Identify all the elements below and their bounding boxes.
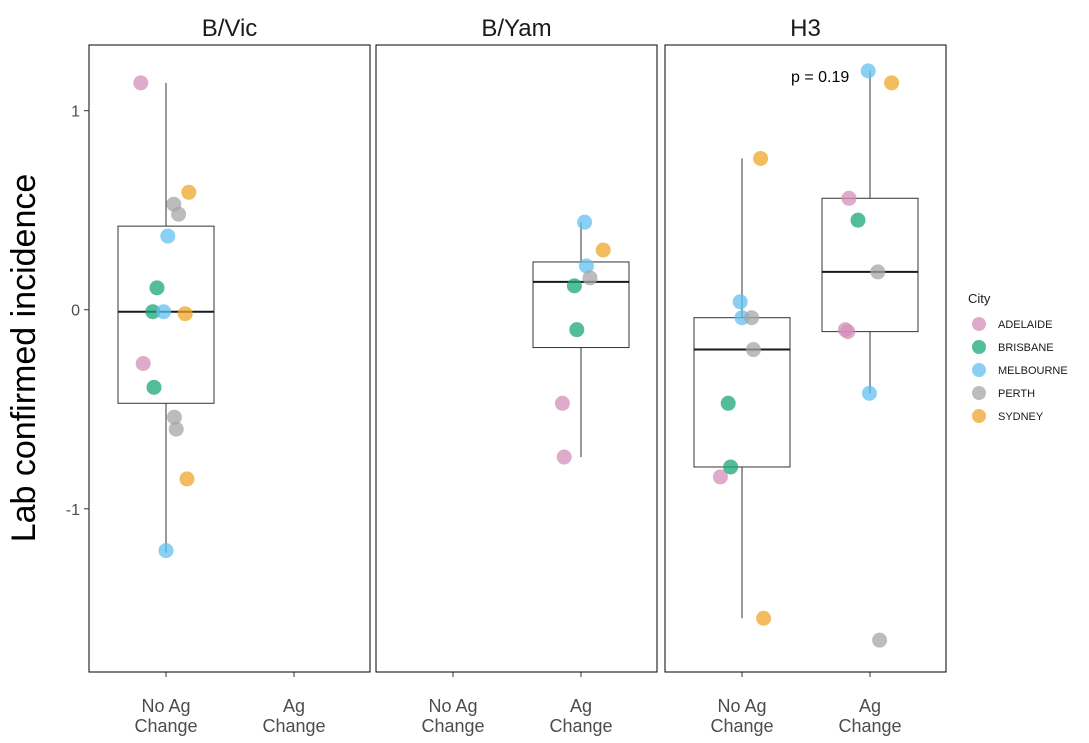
legend-label: BRISBANE — [998, 342, 1054, 354]
box-iqr — [821, 197, 919, 333]
data-point-sydney — [181, 184, 197, 200]
data-point-sydney — [753, 150, 769, 166]
x-tick-label-line1: No Ag — [717, 696, 766, 716]
panel-border — [664, 44, 947, 673]
x-tick-label-line1: No Ag — [141, 696, 190, 716]
data-point-sydney — [595, 242, 611, 258]
legend-key-melbourne — [972, 363, 986, 377]
legend-label: SYDNEY — [998, 411, 1044, 423]
data-point-sydney — [179, 471, 195, 487]
x-tick-label-line2: Change — [262, 716, 325, 736]
data-point-adelaide — [556, 449, 572, 465]
data-point-melbourne — [160, 228, 176, 244]
data-point-sydney — [756, 610, 772, 626]
p-value-annotation: p = 0.19 — [791, 69, 849, 86]
data-point-brisbane — [723, 459, 739, 475]
data-point-perth — [745, 342, 761, 358]
legend-key-adelaide — [972, 317, 986, 331]
legend-key-sydney — [972, 409, 986, 423]
data-point-brisbane — [149, 280, 165, 296]
panel-title: B/Yam — [481, 15, 551, 42]
data-point-perth — [744, 310, 760, 326]
y-axis-label: Lab confirmed incidence — [5, 174, 43, 543]
data-point-melbourne — [861, 385, 877, 401]
x-tick-label-line2: Change — [549, 716, 612, 736]
legend-title: City — [968, 291, 991, 306]
data-point-brisbane — [146, 379, 162, 395]
data-point-perth — [168, 421, 184, 437]
y-tick-label: -1 — [66, 502, 80, 519]
data-point-sydney — [884, 75, 900, 91]
x-tick-label-line2: Change — [838, 716, 901, 736]
city-legend: City ADELAIDE BRISBANE MELBOURNE PERTH SYDNE… — [968, 291, 1068, 423]
data-point-adelaide — [840, 324, 856, 340]
y-tick-label: 1 — [71, 104, 80, 121]
panel-title: B/Vic — [202, 15, 258, 42]
data-point-brisbane — [850, 212, 866, 228]
data-point-adelaide — [841, 190, 857, 206]
data-point-perth — [872, 632, 888, 648]
x-tick-label-line1: Ag — [283, 696, 305, 716]
y-tick-label: 0 — [71, 303, 80, 320]
legend-label: PERTH — [998, 388, 1035, 400]
data-point-brisbane — [569, 322, 585, 338]
data-point-brisbane — [145, 304, 161, 320]
x-tick-label-line2: Change — [134, 716, 197, 736]
data-point-brisbane — [566, 278, 582, 294]
panel-border — [375, 44, 658, 673]
legend-key-brisbane — [972, 340, 986, 354]
data-point-melbourne — [156, 304, 172, 320]
data-point-adelaide — [712, 469, 728, 485]
x-tick-label-line2: Change — [421, 716, 484, 736]
data-point-melbourne — [577, 214, 593, 230]
legend-key-perth — [972, 386, 986, 400]
data-point-perth — [166, 409, 182, 425]
data-point-brisbane — [720, 395, 736, 411]
data-point-melbourne — [732, 294, 748, 310]
data-point-melbourne — [158, 543, 174, 559]
x-tick-label-line2: Change — [710, 716, 773, 736]
box-iqr — [693, 317, 791, 468]
x-tick-label-line1: Ag — [570, 696, 592, 716]
x-tick-label-line1: Ag — [859, 696, 881, 716]
data-point-perth — [171, 206, 187, 222]
data-point-melbourne — [578, 258, 594, 274]
data-point-perth — [582, 270, 598, 286]
panel-border — [88, 44, 371, 673]
x-tick-label-line1: No Ag — [428, 696, 477, 716]
data-point-adelaide — [133, 75, 149, 91]
data-point-adelaide — [135, 355, 151, 371]
data-point-adelaide — [554, 395, 570, 411]
data-point-sydney — [177, 306, 193, 322]
legend-label: ADELAIDE — [998, 319, 1052, 331]
panel-title: H3 — [790, 15, 821, 42]
data-point-melbourne — [860, 63, 876, 79]
data-point-perth — [870, 264, 886, 280]
legend-label: MELBOURNE — [998, 365, 1068, 377]
